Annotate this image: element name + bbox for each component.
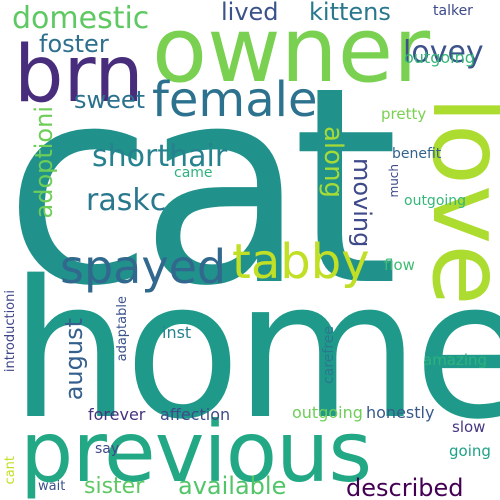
word-pretty: pretty bbox=[381, 105, 427, 123]
word-raskc: raskc bbox=[86, 183, 167, 218]
word-came: came bbox=[174, 165, 213, 181]
word-owner: owner bbox=[152, 0, 431, 103]
word-august: august bbox=[60, 318, 88, 401]
word-introductioni: introductioni bbox=[3, 290, 18, 373]
word-available: available bbox=[178, 472, 287, 500]
word-kittens: kittens bbox=[309, 0, 391, 26]
word-adoptioni: adoptioni bbox=[30, 106, 58, 219]
word-foster: foster bbox=[39, 30, 109, 58]
word-benefit: benefit bbox=[392, 146, 442, 162]
word-carefree: carefree bbox=[321, 326, 337, 384]
word-outgoing-bottom: outgoing bbox=[292, 403, 363, 422]
word-described: described bbox=[346, 474, 464, 500]
word-cat: cat bbox=[4, 30, 399, 346]
word-talker: talker bbox=[433, 3, 473, 19]
word-slow: slow bbox=[452, 418, 486, 436]
word-honestly: honestly bbox=[366, 403, 435, 422]
word-lived: lived bbox=[221, 0, 279, 26]
word-shorthair: shorthair bbox=[92, 139, 228, 174]
word-brn: brn bbox=[14, 30, 144, 120]
word-previous: previous bbox=[20, 403, 372, 500]
word-along: along bbox=[318, 126, 348, 199]
word-lovey: lovey bbox=[403, 35, 484, 70]
word-moving: moving bbox=[348, 158, 376, 248]
word-outgoing-top: outgoing bbox=[404, 48, 475, 67]
word-tabby: tabby bbox=[232, 234, 370, 290]
word-outgoing-right: outgoing bbox=[404, 193, 467, 209]
word-spayed: spayed bbox=[60, 240, 227, 294]
word-home: home bbox=[10, 240, 500, 461]
word-say: say bbox=[95, 441, 120, 457]
word-going: going bbox=[449, 442, 491, 460]
word-much: much bbox=[387, 164, 401, 198]
word-inst: inst bbox=[162, 323, 192, 342]
word-sweet: sweet bbox=[74, 86, 146, 114]
word-affection: affection bbox=[160, 405, 231, 424]
word-sister: sister bbox=[84, 474, 145, 499]
word-wait: wait bbox=[38, 479, 66, 494]
word-flow: flow bbox=[384, 256, 415, 274]
word-domestic: domestic bbox=[12, 1, 150, 36]
word-forever: forever bbox=[88, 405, 146, 424]
word-cant: cant bbox=[3, 456, 18, 485]
word-adaptable: adaptable bbox=[115, 296, 130, 362]
word-female: female bbox=[152, 72, 318, 128]
word-amazing: amazing bbox=[423, 351, 488, 369]
